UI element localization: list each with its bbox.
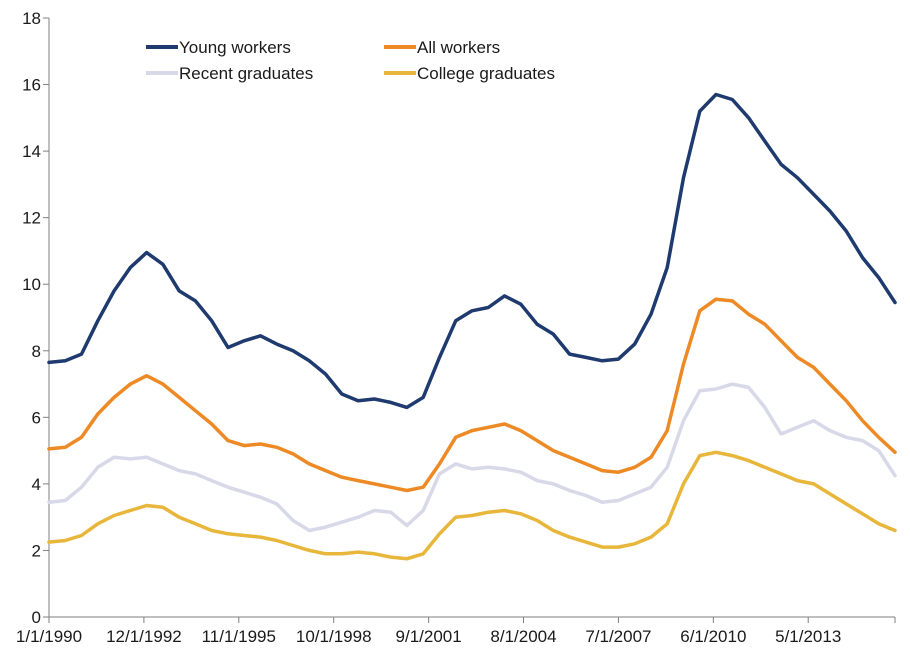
y-tick-label: 4 xyxy=(32,475,41,494)
y-tick-label: 2 xyxy=(32,541,41,560)
x-tick-label: 12/1/1992 xyxy=(106,627,182,646)
series-line-college-graduates xyxy=(47,450,897,561)
x-tick-label: 7/1/2007 xyxy=(585,627,651,646)
legend-label: All workers xyxy=(417,38,500,57)
legend-label: Recent graduates xyxy=(179,64,313,83)
legend-label: College graduates xyxy=(417,64,555,83)
x-tick-label: 1/1/1990 xyxy=(16,627,82,646)
y-tick-label: 14 xyxy=(22,142,41,161)
series-line-young-workers xyxy=(47,92,897,410)
series-layer xyxy=(47,92,897,561)
legend: Young workers All workers Recent graduates… xyxy=(146,38,555,83)
y-axis: 0 2 4 6 8 10 12 14 16 18 xyxy=(22,9,50,627)
x-tick-label: 9/1/2001 xyxy=(396,627,462,646)
series-line-all-workers xyxy=(47,297,897,493)
x-tick-label: 8/1/2004 xyxy=(490,627,556,646)
y-tick-label: 8 xyxy=(32,342,41,361)
legend-label: Young workers xyxy=(179,38,291,57)
y-tick-label: 6 xyxy=(32,408,41,427)
x-tick-label: 10/1/1998 xyxy=(296,627,372,646)
x-axis: 1/1/1990 12/1/1992 11/1/1995 10/1/1998 9/1/2… xyxy=(16,616,896,646)
y-tick-label: 0 xyxy=(32,608,41,627)
y-tick-label: 12 xyxy=(22,209,41,228)
x-tick-label: 5/1/2013 xyxy=(775,627,841,646)
y-tick-label: 18 xyxy=(22,9,41,28)
x-tick-label: 6/1/2010 xyxy=(680,627,746,646)
series-line-recent-graduates xyxy=(47,382,897,533)
y-tick-label: 16 xyxy=(22,76,41,95)
y-tick-label: 10 xyxy=(22,275,41,294)
x-tick-label: 11/1/1995 xyxy=(202,627,276,646)
